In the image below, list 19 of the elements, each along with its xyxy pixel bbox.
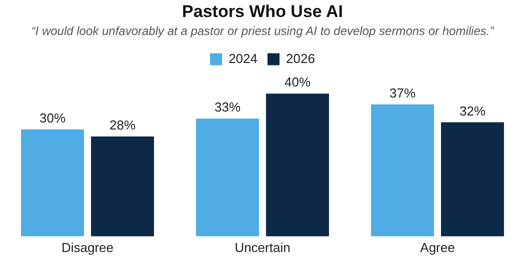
x-tick-label: Uncertain bbox=[234, 240, 290, 255]
bar bbox=[441, 122, 504, 236]
data-label: 30% bbox=[39, 110, 66, 126]
x-tick-label: Disagree bbox=[61, 240, 114, 255]
data-label: 40% bbox=[284, 74, 311, 90]
data-label: 32% bbox=[459, 103, 486, 118]
legend-label: 2026 bbox=[286, 50, 315, 66]
legend-label: 2024 bbox=[228, 50, 258, 66]
bar bbox=[21, 129, 84, 236]
data-label: 37% bbox=[389, 85, 416, 100]
bar bbox=[196, 118, 259, 236]
chart-title: Pastors Who Use AI bbox=[182, 2, 343, 21]
data-label: 33% bbox=[214, 100, 241, 115]
bar bbox=[266, 94, 329, 236]
bar bbox=[91, 136, 154, 236]
chart-subtitle: “I would look unfavorably at a pastor or priest using AI to develop sermons or homilies.” bbox=[31, 24, 495, 38]
data-label: 28% bbox=[109, 118, 136, 133]
bar bbox=[371, 104, 434, 236]
x-tick-label: Agree bbox=[420, 240, 455, 255]
